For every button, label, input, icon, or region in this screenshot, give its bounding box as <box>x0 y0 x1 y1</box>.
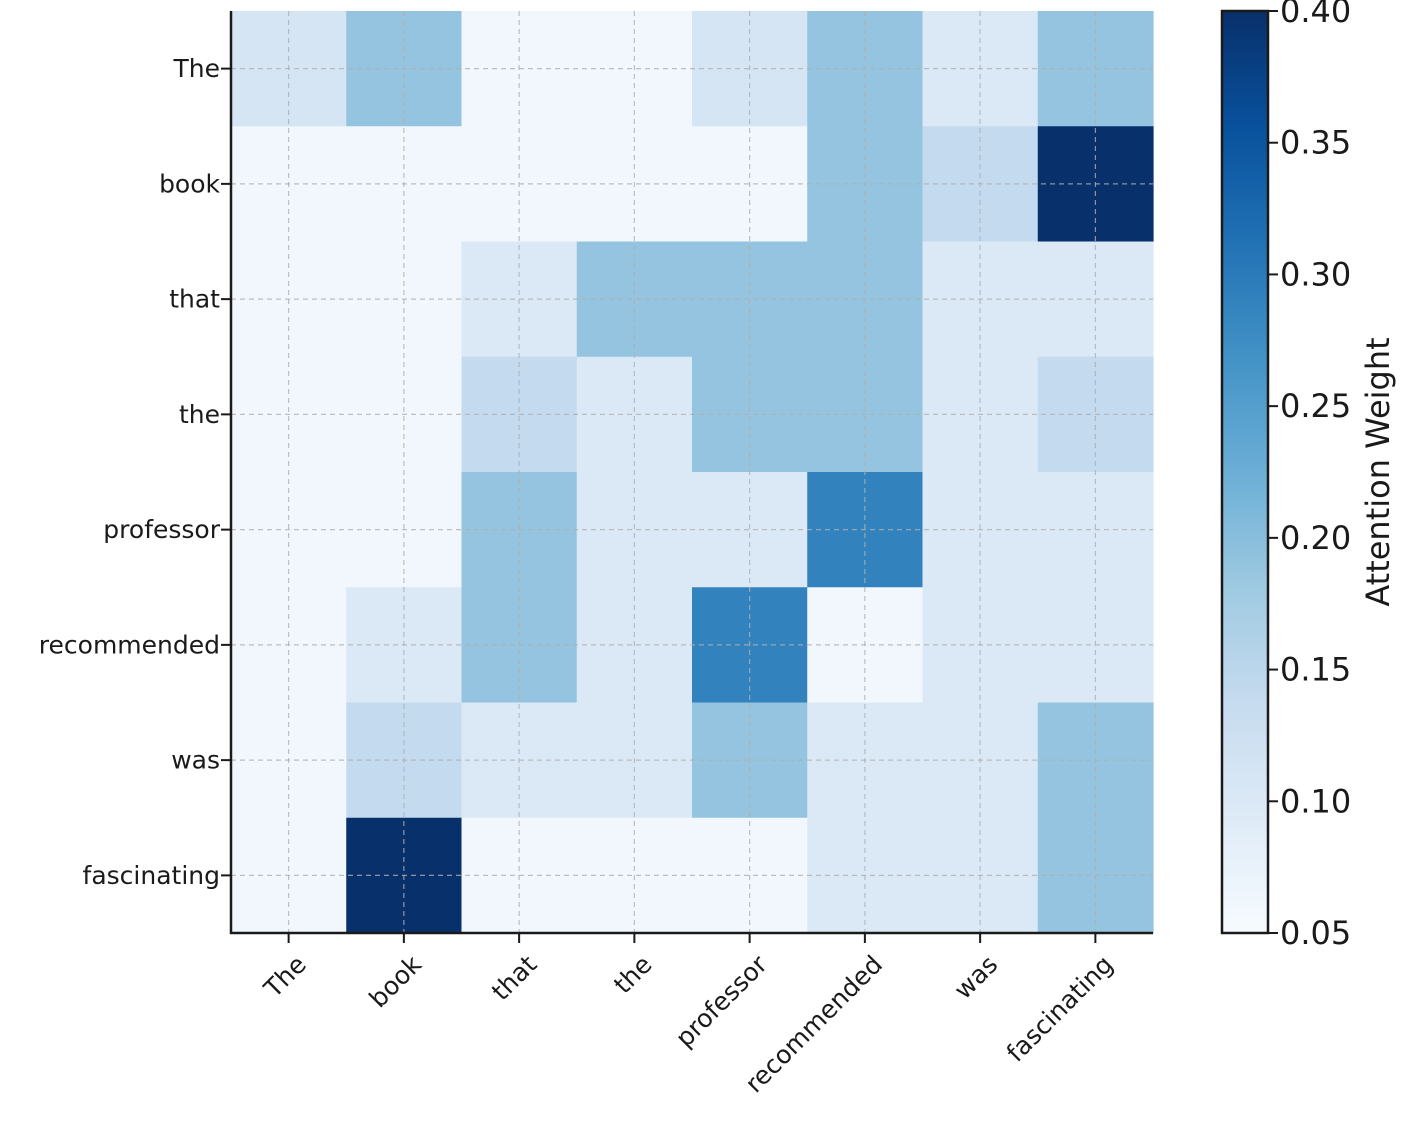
colorbar-tick-label: 0.30 <box>1280 255 1351 293</box>
x-tick-label-was: was <box>948 950 1003 1005</box>
y-tick-label-professor: professor <box>103 515 220 544</box>
colorbar-tick-label: 0.20 <box>1280 519 1351 557</box>
x-tick-label-book: book <box>364 949 428 1013</box>
y-tick-label-fascinating: fascinating <box>83 861 220 890</box>
colorbar-gradient <box>1222 11 1268 933</box>
heatmap-grid <box>231 11 1153 933</box>
y-tick-labels: The book that the professor recommended was fas… <box>39 54 231 890</box>
colorbar-tick-label: 0.25 <box>1280 387 1351 425</box>
heatmap-axes <box>229 11 1153 935</box>
y-tick-label-recommended: recommended <box>39 630 220 659</box>
colorbar-label: Attention Weight <box>1359 337 1397 606</box>
colorbar-frame <box>1220 9 1270 935</box>
colorbar-tick-label: 0.35 <box>1280 124 1351 162</box>
colorbar-tick-label: 0.40 <box>1280 0 1351 30</box>
heatmap-cells <box>231 11 1154 934</box>
colorbar-tick-label: 0.10 <box>1280 782 1351 820</box>
colorbar-tick-label: 0.05 <box>1280 914 1351 952</box>
y-tick-label-was: was <box>171 746 220 775</box>
x-tick-label-professor: professor <box>670 949 774 1053</box>
y-tick-label-book: book <box>159 169 220 198</box>
x-tick-label-that: that <box>486 950 543 1007</box>
colorbar-tick-label: 0.15 <box>1280 651 1351 689</box>
y-tick-label-that: that <box>169 285 220 314</box>
colorbar: 0.05 0.10 0.15 0.20 0.25 0.30 0.35 0.40 Attentio… <box>1220 0 1397 952</box>
x-tick-label-the: The <box>258 950 312 1004</box>
y-tick-label-the: The <box>173 54 221 83</box>
x-tick-label-the: the <box>608 950 658 1000</box>
x-tick-label-fascinating: fascinating <box>1001 950 1119 1068</box>
y-tick-label-the: the <box>179 400 220 429</box>
